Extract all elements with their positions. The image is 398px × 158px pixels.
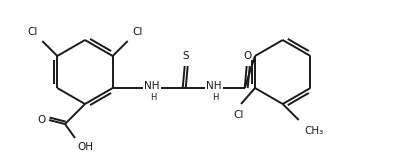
Text: O: O [38,115,46,125]
Text: Cl: Cl [234,110,244,120]
Text: H: H [150,93,156,102]
Text: OH: OH [77,142,93,152]
Text: CH₃: CH₃ [305,126,324,136]
Text: Cl: Cl [27,27,37,37]
Text: O: O [244,51,252,61]
Text: Cl: Cl [133,27,143,37]
Text: NH: NH [144,81,159,91]
Text: NH: NH [206,81,221,91]
Text: S: S [182,51,189,61]
Text: H: H [212,93,218,102]
